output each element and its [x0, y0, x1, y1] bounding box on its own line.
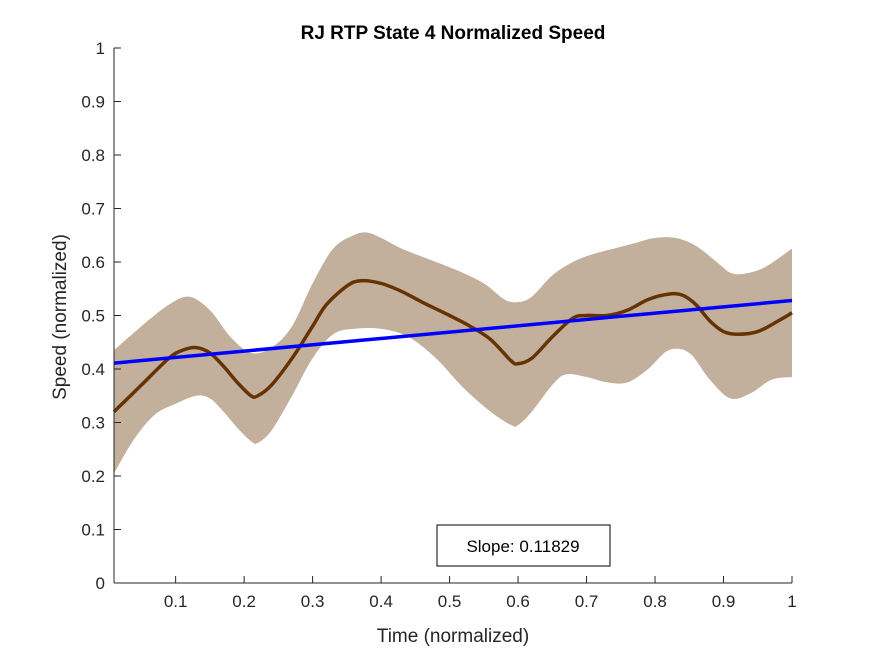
x-tick-label: 0.5	[438, 592, 462, 611]
y-tick-label: 0.8	[81, 146, 105, 165]
x-tick-label: 0.6	[506, 592, 530, 611]
linear-fit-line	[113, 298, 793, 365]
y-tick-label: 0.9	[81, 93, 105, 112]
x-tick-label: 0.1	[164, 592, 188, 611]
y-tick-label: 0.2	[81, 467, 105, 486]
x-tick-label: 0.2	[232, 592, 256, 611]
slope-annotation: Slope: 0.11829	[436, 524, 611, 567]
plot-area	[112, 232, 793, 474]
confidence-band	[114, 232, 792, 474]
slope-annotation-text: Slope: 0.11829	[466, 537, 579, 556]
x-tick-label: 0.7	[575, 592, 599, 611]
y-tick-label: 0.4	[81, 360, 105, 379]
y-tick-label: 0.1	[81, 521, 105, 540]
y-axis-label: Speed (normalized)	[50, 234, 71, 400]
chart-title: RJ RTP State 4 Normalized Speed	[301, 23, 606, 44]
slope-annotation-box	[436, 524, 611, 567]
x-tick-label: 0.3	[301, 592, 325, 611]
y-tick-label: 0.7	[81, 200, 105, 219]
y-tick-label: 0.6	[81, 253, 105, 272]
x-tick-label: 0.4	[369, 592, 393, 611]
y-tick-label: 0.3	[81, 414, 105, 433]
x-axis-label: Time (normalized)	[377, 626, 529, 647]
x-tick-label: 0.9	[712, 592, 736, 611]
axes: 0.1 0.2 0.3 0.4 0.5 0.6 0.7 0.8 0.9 1 0 0.1 0.2 0.3 0.…	[81, 39, 796, 611]
y-tick-label: 0.5	[81, 307, 105, 326]
x-tick-label: 0.8	[643, 592, 667, 611]
y-tick-label: 0	[96, 574, 105, 593]
mean-speed-line	[112, 278, 793, 414]
y-tick-label: 1	[96, 39, 105, 58]
x-tick-label: 1	[787, 592, 796, 611]
